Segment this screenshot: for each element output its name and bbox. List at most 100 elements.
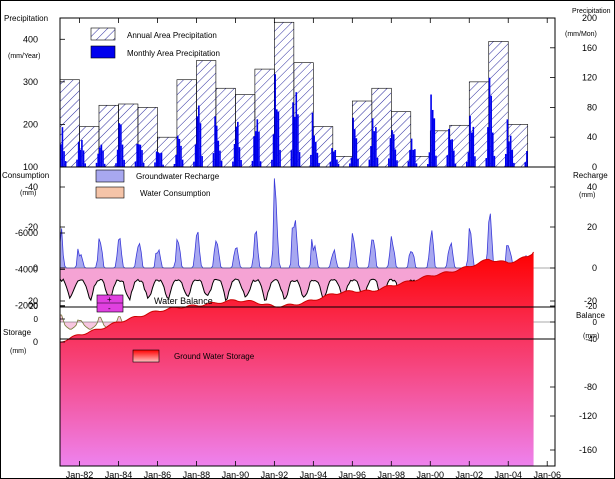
monthly-precip-bar	[511, 150, 514, 167]
monthly-precip-bar	[84, 163, 86, 167]
monthly-precip-bar	[435, 155, 437, 167]
time-axis-label: Jan-90	[222, 470, 250, 479]
monthly-precip-bar	[139, 144, 142, 167]
monthly-precip-bar	[95, 162, 98, 167]
monthly-precip-bar	[76, 159, 78, 167]
monthly-precip-bar	[251, 160, 254, 167]
monthly-precip-bar	[271, 159, 273, 167]
legend-label-annual: Annual Area Precipitation	[127, 31, 217, 40]
monthly-precip-bar	[313, 135, 315, 167]
monthly-precip-bar	[77, 141, 80, 167]
monthly-precip-bar	[334, 149, 337, 167]
monthly-precip-bar	[474, 156, 476, 167]
monthly-precip-bar	[467, 152, 470, 167]
legend-label-monthly: Monthly Area Precipitation	[127, 49, 220, 58]
time-axis-label: Jan-02	[455, 470, 483, 479]
monthly-precip-bar	[178, 138, 181, 167]
monthly-precip-bar	[82, 150, 85, 167]
legend-swatch-annual	[90, 27, 116, 41]
time-axis-label: Jan-04	[494, 470, 522, 479]
monthly-precip-bar	[63, 151, 65, 167]
monthly-precip-bar	[427, 164, 429, 167]
monthly-precip-bar	[349, 163, 351, 167]
monthly-precip-bar	[470, 132, 473, 167]
groundwater-recharge-area	[60, 178, 527, 268]
monthly-precip-bar	[329, 161, 332, 167]
monthly-precip-bar	[504, 153, 507, 167]
monthly-precip-bar	[431, 109, 434, 167]
monthly-precip-bar	[103, 163, 106, 167]
monthly-precip-bar	[396, 160, 398, 167]
monthly-precip-bar	[180, 145, 182, 167]
storage-axis-label: -6000	[15, 228, 38, 238]
recharge-right-title: Recharge	[573, 171, 608, 180]
balance-right-axis-label: 0	[593, 318, 598, 327]
storage-axis-label: -2000	[15, 301, 38, 311]
monthly-precip-bar	[115, 163, 117, 167]
monthly-precip-bar	[181, 159, 184, 167]
monthly-precip-bar	[238, 147, 241, 167]
legend-balance: + - Water Balance	[96, 294, 213, 313]
monthly-precip-bar	[392, 134, 395, 167]
monthly-precip-bar	[175, 154, 177, 167]
recharge-axis-label: 20	[587, 222, 597, 232]
monthly-precip-bar	[509, 135, 512, 167]
monthly-precip-bar	[121, 144, 124, 167]
monthly-precip-bar	[253, 136, 255, 167]
monthly-precip-bar	[141, 150, 143, 167]
time-axis-label: Jan-00	[417, 470, 445, 479]
monthly-precip-bar	[389, 138, 392, 167]
monthly-precip-bar	[336, 159, 338, 167]
monthly-precip-bar	[428, 152, 431, 167]
monthly-precip-bar	[116, 149, 119, 167]
precip-right-unit: (mm/Mon)	[565, 31, 597, 38]
storage-axis-label: 0	[33, 337, 38, 347]
recharge-left-unit: (mm)	[20, 190, 36, 197]
monthly-precip-bar	[388, 158, 390, 167]
monthly-precip-bar	[277, 111, 280, 167]
monthly-precip-bar	[292, 102, 294, 167]
monthly-precip-bar	[290, 150, 293, 167]
monthly-precip-bar	[293, 116, 296, 167]
monthly-precip-bar	[173, 163, 176, 167]
storage-right-axis-label: -80	[584, 382, 597, 392]
precip-left-unit: (mm/Year)	[8, 53, 40, 60]
recharge-left-title: Consumption	[2, 171, 49, 180]
monthly-precip-bar	[352, 117, 354, 167]
precipitation-panel	[59, 21, 529, 168]
monthly-precip-bar	[508, 141, 510, 167]
monthly-precip-bar	[318, 162, 320, 167]
monthly-precip-bar	[310, 154, 312, 167]
legend-label-recharge: Groundwater Recharge	[136, 172, 220, 181]
balance-right-axis-label: -40	[585, 335, 597, 344]
monthly-precip-bar	[259, 161, 262, 167]
precip-left-axis-label: 400	[23, 34, 38, 44]
monthly-precip-bar	[232, 161, 234, 167]
monthly-precip-bar	[375, 127, 377, 167]
time-axis-label: Jan-94	[300, 470, 328, 479]
monthly-precip-bar	[357, 158, 359, 167]
storage-panel	[59, 251, 534, 466]
monthly-precip-bar	[472, 126, 475, 167]
monthly-precip-bar	[123, 159, 125, 167]
legend-precipitation: Annual Area Precipitation Monthly Area P…	[90, 27, 220, 59]
precip-right-axis-label: 160	[582, 43, 597, 53]
monthly-precip-bar	[275, 109, 278, 167]
axes: 10020030040004080120160200-40-2002040200…	[15, 13, 598, 479]
monthly-precip-bar	[193, 161, 195, 167]
time-axis-label: Jan-06	[533, 470, 561, 479]
monthly-precip-bar	[433, 118, 436, 167]
monthly-precip-bar	[376, 157, 379, 167]
monthly-precip-bar	[331, 148, 333, 167]
monthly-precip-bar	[311, 112, 314, 167]
monthly-precip-bar	[256, 119, 259, 167]
monthly-precip-bar	[81, 139, 83, 167]
monthly-precip-bar	[391, 130, 393, 167]
monthly-precip-bar	[412, 149, 415, 167]
monthly-precip-bar	[394, 149, 397, 167]
monthly-precip-bar	[410, 138, 413, 167]
monthly-precip-bar	[526, 151, 528, 167]
ground-water-storage-line	[59, 251, 534, 343]
monthly-precip-bar	[524, 162, 527, 167]
